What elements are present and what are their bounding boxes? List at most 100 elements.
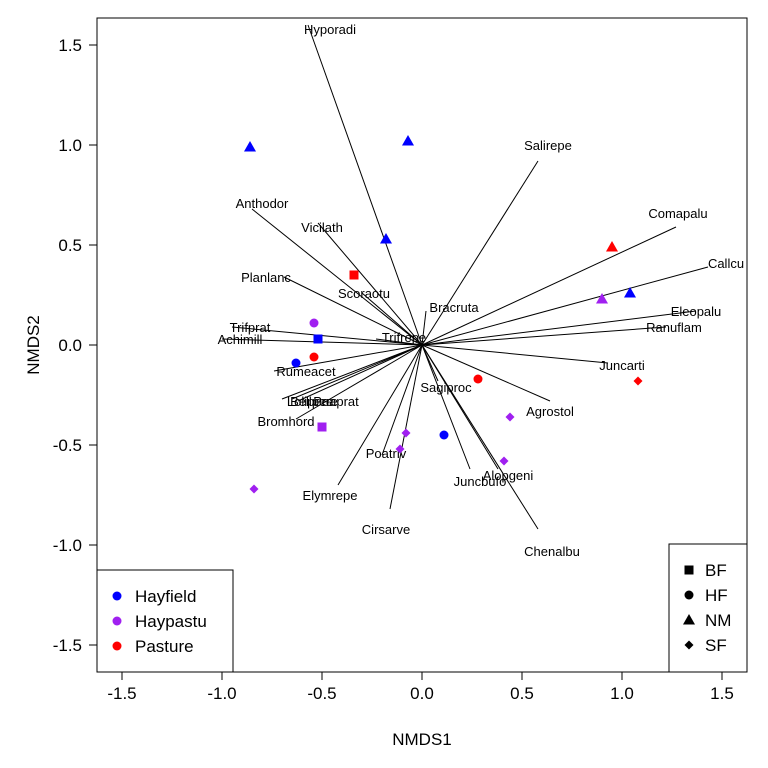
species-arrows <box>221 24 709 530</box>
site-point-haypastu-sf <box>401 428 411 438</box>
species-arrow-anthodor <box>251 208 423 346</box>
species-label-bellpere: Bellpere <box>290 394 338 409</box>
species-label-sagiproc: Sagiproc <box>420 380 472 395</box>
x-tick-label: -1.5 <box>107 684 136 703</box>
species-labels: Hyporadi Salirepe Anthodor Vicilath Comapalu… <box>218 22 744 559</box>
species-label-comapalu: Comapalu <box>648 206 707 221</box>
site-point-pasture-sf <box>633 376 643 386</box>
species-arrow-hyporadi <box>307 24 423 346</box>
legend-shape-sf <box>684 640 694 650</box>
species-label-scoraotu: Scoraotu <box>338 286 390 301</box>
site-point-haypastu-bf <box>317 422 327 432</box>
species-label-anthodor: Anthodor <box>236 196 289 211</box>
legend-label-hf: HF <box>705 586 728 605</box>
species-arrow-chenalbu <box>421 344 539 530</box>
species-arrow-cirsarve <box>389 344 423 510</box>
species-arrow-agrostol <box>421 344 551 402</box>
species-arrow-bromhord <box>295 344 423 420</box>
species-label-trifprat: Trifprat <box>230 320 271 335</box>
site-point-pasture-hf <box>473 374 483 384</box>
y-tick-label: 1.0 <box>58 136 82 155</box>
site-point-haypastu-sf <box>499 456 509 466</box>
site-point-pasture-bf <box>349 270 359 280</box>
species-arrow-salirepe <box>421 160 539 346</box>
legend-shape-nm <box>683 614 695 625</box>
species-label-trifrepe: Trifrepe <box>382 330 426 345</box>
species-arrow-elymrepe <box>337 344 423 486</box>
species-label-elymrepe: Elymrepe <box>303 488 358 503</box>
legend-management: BF HF NM SF <box>668 543 748 673</box>
y-tick-label: -1.0 <box>53 536 82 555</box>
species-arrow-planlanc <box>283 276 423 346</box>
y-tick-label: -1.5 <box>53 636 82 655</box>
species-arrow-bellpere <box>291 344 423 400</box>
site-point-pasture-hf <box>309 352 319 362</box>
site-point-haypastu-nm <box>596 293 608 304</box>
species-arrow-juncarti <box>421 344 609 364</box>
site-point-haypastu-sf <box>395 444 405 454</box>
species-label-ranuflam: Ranuflam <box>646 320 702 335</box>
site-point-hayfield-nm <box>244 141 256 152</box>
legend-label-nm: NM <box>705 611 731 630</box>
species-label-juncbufo: Juncbufo <box>454 474 507 489</box>
site-point-hayfield-bf <box>313 334 323 344</box>
site-point-hayfield-hf <box>439 430 449 440</box>
legend-label-bf: BF <box>705 561 727 580</box>
legend-swatch-hayfield <box>112 591 122 601</box>
x-tick-label: -0.5 <box>307 684 336 703</box>
legend-label-sf: SF <box>705 636 727 655</box>
species-label-bracruta: Bracruta <box>429 300 479 315</box>
y-tick-label: -0.5 <box>53 436 82 455</box>
y-axis: -1.5 -1.0 -0.5 0.0 0.5 1.0 1.5 <box>53 36 98 655</box>
x-tick-label: -1.0 <box>207 684 236 703</box>
species-label-chenalbu: Chenalbu <box>524 544 580 559</box>
site-point-haypastu-hf <box>309 318 319 328</box>
legend-land-use: Hayfield Haypastu Pasture <box>96 569 234 673</box>
y-tick-label: 1.5 <box>58 36 82 55</box>
species-arrow-lolipere <box>281 344 423 400</box>
species-label-lolipere: Lolipere <box>287 394 333 409</box>
x-tick-label: 0.5 <box>510 684 534 703</box>
species-label-achimill: Achimill <box>218 332 263 347</box>
legend-shape-bf <box>684 565 694 575</box>
legend-management-box <box>668 543 748 673</box>
species-arrow-trifrepe <box>375 338 423 346</box>
species-label-juncarti: Juncarti <box>599 358 645 373</box>
species-arrow-scoraotu <box>361 292 423 346</box>
legend-label-hayfield: Hayfield <box>135 587 196 606</box>
site-point-hayfield-nm <box>402 135 414 146</box>
species-arrow-rumeacet <box>273 344 423 372</box>
x-tick-label: 0.0 <box>410 684 434 703</box>
species-arrow-ranuflam <box>421 326 667 346</box>
species-label-eleopalu: Eleopalu <box>671 304 722 319</box>
species-arrow-juncbufo <box>421 344 471 470</box>
species-label-planlanc: Planlanc <box>241 270 291 285</box>
species-arrow-trifprat <box>231 326 423 346</box>
x-axis-title: NMDS1 <box>392 730 452 749</box>
y-tick-label: 0.0 <box>58 336 82 355</box>
x-axis: -1.5 -1.0 -0.5 0.0 0.5 1.0 1.5 <box>107 671 734 703</box>
y-axis-title: NMDS2 <box>24 315 43 375</box>
site-point-haypastu-sf <box>249 484 259 494</box>
legend-swatch-pasture <box>112 641 122 651</box>
site-point-hayfield-nm <box>380 233 392 244</box>
legend-land-use-box <box>96 569 234 673</box>
species-label-alopgeni: Alopgeni <box>483 468 534 483</box>
species-label-cirsarve: Cirsarve <box>362 522 410 537</box>
legend-shape-hf <box>684 590 694 600</box>
species-arrow-poaprat <box>297 344 423 402</box>
species-arrow-callcu <box>421 266 709 346</box>
x-tick-label: 1.0 <box>610 684 634 703</box>
species-label-salirepe: Salirepe <box>524 138 572 153</box>
legend-label-pasture: Pasture <box>135 637 194 656</box>
site-point-hayfield-nm <box>624 287 636 298</box>
species-label-poaprat: Poaprat <box>313 394 359 409</box>
site-point-hayfield-hf <box>291 358 301 368</box>
y-tick-label: 0.5 <box>58 236 82 255</box>
site-point-pasture-nm <box>606 241 618 252</box>
species-label-rumeacet: Rumeacet <box>276 364 336 379</box>
x-tick-label: 1.5 <box>710 684 734 703</box>
species-label-callcu: Callcu <box>708 256 744 271</box>
species-label-vicilath: Vicilath <box>301 220 343 235</box>
legend-label-haypastu: Haypastu <box>135 612 207 631</box>
